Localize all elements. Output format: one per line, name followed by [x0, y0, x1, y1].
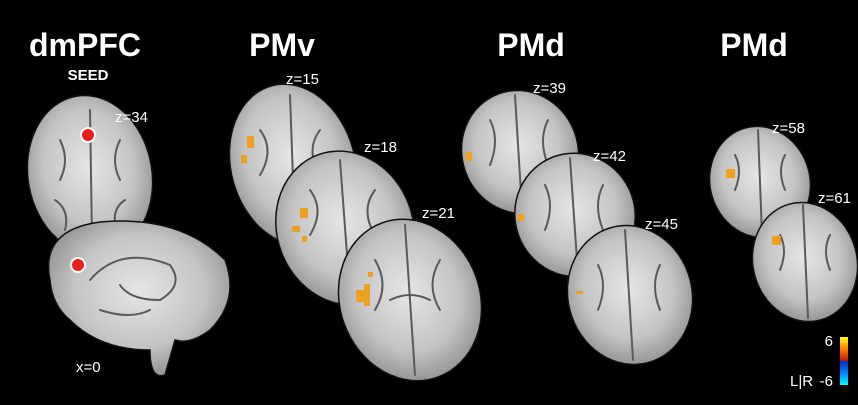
slice-label: x=0 [76, 359, 101, 376]
activation [292, 226, 300, 232]
panel-title: PMd [720, 27, 788, 63]
activation [364, 284, 370, 306]
slice-label: z=15 [286, 71, 319, 88]
slice-label: z=34 [115, 109, 148, 126]
panel-title: dmPFC [29, 27, 141, 63]
panel-title: PMv [249, 27, 315, 63]
activation [726, 169, 735, 178]
figure: dmPFC SEED z=34 x=0 PMv z=15 z=18 z=21 P… [0, 0, 858, 405]
activation [241, 155, 247, 163]
seed-marker [81, 128, 95, 142]
colorbar-scale [840, 337, 848, 385]
slice-label: z=61 [818, 190, 851, 207]
slice-label: z=18 [364, 139, 397, 156]
page: {"panels": [ {"title": "dmPFC", "subtitl… [0, 0, 858, 405]
activation [302, 236, 307, 242]
activation [772, 236, 781, 245]
activation [466, 152, 472, 161]
slice-label: z=21 [422, 205, 455, 222]
seed-marker [71, 258, 85, 272]
activation [576, 291, 583, 294]
slice-label: z=39 [533, 80, 566, 97]
colorbar-min: -6 [820, 373, 833, 390]
panel-title: PMd [497, 27, 565, 63]
activation [518, 214, 524, 221]
activation [368, 272, 373, 277]
activation [300, 208, 308, 218]
slice-label: z=45 [645, 216, 678, 233]
hemisphere-label: L|R [790, 373, 813, 390]
slice-label: z=58 [772, 120, 805, 137]
slice-label: z=42 [593, 148, 626, 165]
panel-subtitle: SEED [68, 67, 109, 84]
colorbar-max: 6 [825, 333, 833, 350]
activation [247, 136, 254, 148]
